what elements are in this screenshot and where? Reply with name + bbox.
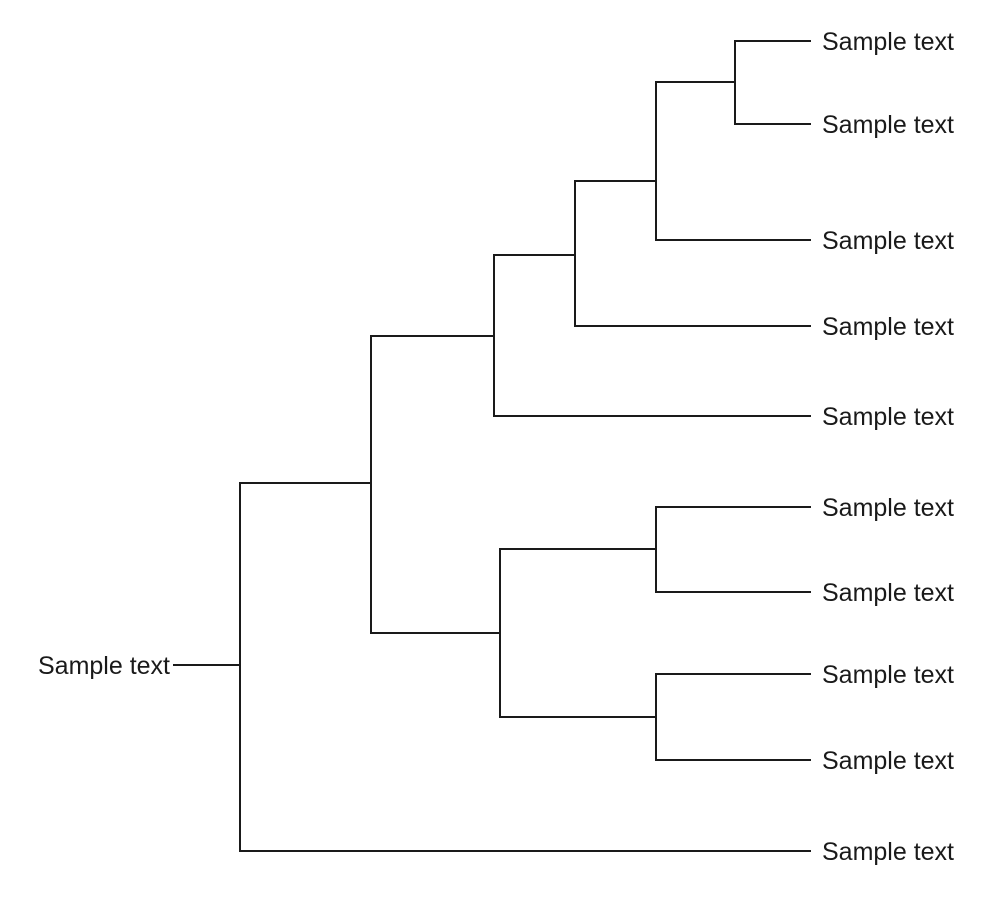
leaf-label: Sample text <box>822 403 954 431</box>
leaf-label: Sample text <box>822 111 954 139</box>
leaf-label: Sample text <box>822 494 954 522</box>
leaf-label: Sample text <box>822 747 954 775</box>
tree-edges <box>173 40 811 852</box>
root-label: Sample text <box>38 652 170 680</box>
leaf-label: Sample text <box>822 838 954 866</box>
tree-labels: Sample text Sample text Sample text Samp… <box>38 28 954 866</box>
leaf-label: Sample text <box>822 661 954 689</box>
leaf-label: Sample text <box>822 227 954 255</box>
leaf-label: Sample text <box>822 313 954 341</box>
leaf-label: Sample text <box>822 28 954 56</box>
leaf-label: Sample text <box>822 579 954 607</box>
